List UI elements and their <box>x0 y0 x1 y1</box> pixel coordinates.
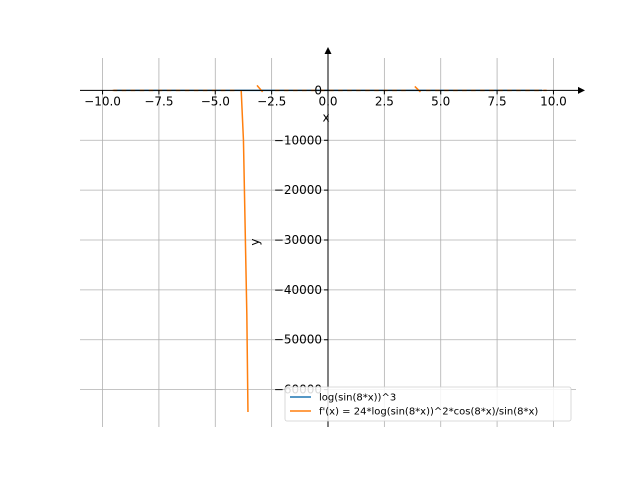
y-tick-label-0: 0 <box>314 83 322 97</box>
x-tick-label-6: 5.0 <box>431 94 450 108</box>
y-tick-label-1: −10000 <box>274 133 322 147</box>
x-ticks: −10.0 −7.5 −5.0 −2.5 0.0 2.5 5.0 7.5 10.0 <box>84 90 567 108</box>
x-axis-label: x <box>322 110 329 124</box>
x-tick-label-0: −10.0 <box>84 94 121 108</box>
x-axis-arrow <box>578 86 585 94</box>
y-axis-label: y <box>248 238 262 245</box>
series-1-segment-14 <box>240 90 249 413</box>
x-tick-label-7: 7.5 <box>488 94 507 108</box>
y-tick-label-2: −20000 <box>274 183 322 197</box>
series-1-segment-31 <box>414 85 421 93</box>
x-tick-label-2: −5.0 <box>201 94 230 108</box>
legend-box <box>284 386 572 422</box>
legend-entry-1: f'(x) = 24*log(sin(8*x))^2*cos(8*x)/sin(… <box>319 407 538 418</box>
x-tick-label-4: 0.0 <box>318 94 337 108</box>
x-tick-label-3: −2.5 <box>257 94 286 108</box>
y-tick-label-4: −40000 <box>274 283 322 297</box>
x-tick-label-8: 10.0 <box>540 94 567 108</box>
x-tick-label-1: −7.5 <box>144 94 173 108</box>
y-tick-label-3: −30000 <box>274 233 322 247</box>
y-tick-label-5: −50000 <box>274 333 322 347</box>
x-tick-label-5: 2.5 <box>375 94 394 108</box>
legend: log(sin(8*x))^3 f'(x) = 24*log(sin(8*x))^… <box>284 386 572 422</box>
legend-entry-0: log(sin(8*x))^3 <box>319 393 396 404</box>
y-axis-arrow <box>324 47 332 54</box>
